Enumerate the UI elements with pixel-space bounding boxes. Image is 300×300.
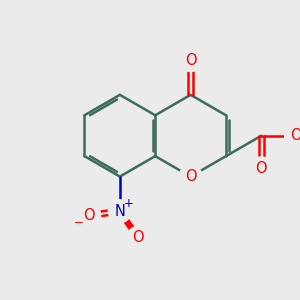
Circle shape bbox=[127, 226, 150, 249]
Text: O: O bbox=[185, 169, 197, 184]
Text: O: O bbox=[83, 208, 95, 223]
Circle shape bbox=[179, 165, 202, 188]
Text: O: O bbox=[256, 161, 267, 176]
Circle shape bbox=[179, 49, 202, 72]
Text: +: + bbox=[124, 196, 134, 210]
Circle shape bbox=[285, 124, 300, 147]
Text: O: O bbox=[132, 230, 144, 245]
Circle shape bbox=[78, 204, 101, 227]
Circle shape bbox=[250, 157, 273, 180]
Circle shape bbox=[108, 200, 131, 223]
Text: O: O bbox=[290, 128, 300, 143]
Text: O: O bbox=[185, 52, 197, 68]
Text: N: N bbox=[114, 204, 125, 219]
Text: −: − bbox=[74, 216, 84, 229]
